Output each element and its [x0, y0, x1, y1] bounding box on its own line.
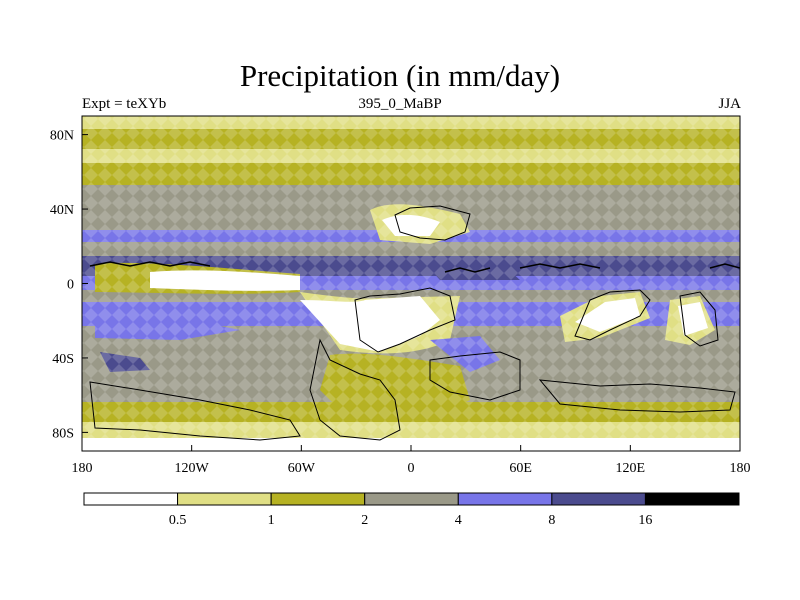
- time-label: 395_0_MaBP: [358, 96, 442, 112]
- colorbar-label: 4: [455, 513, 462, 528]
- colorbar-label: 2: [361, 513, 368, 528]
- x-tick-label: 180: [730, 461, 751, 476]
- x-tick-label: 120E: [616, 461, 646, 476]
- map-title: Precipitation (in mm/day): [239, 58, 561, 93]
- colorbar-bin: [457, 492, 553, 506]
- x-tick-label: 60E: [509, 461, 532, 476]
- colorbar-bin: [177, 492, 272, 506]
- x-tick-label: 120W: [175, 461, 210, 476]
- colorbar-bin: [83, 492, 179, 506]
- colorbar-bin: [644, 492, 740, 506]
- y-tick-label: 80N: [50, 129, 74, 144]
- colorbar-bin: [551, 492, 646, 506]
- colorbar-label: 1: [268, 513, 275, 528]
- y-tick-label: 0: [67, 278, 74, 293]
- y-tick-label: 40N: [50, 203, 74, 218]
- precipitation-field: [82, 116, 740, 451]
- x-tick-label: 180: [72, 461, 93, 476]
- x-tick-label: 0: [408, 461, 415, 476]
- y-tick-label: 80S: [52, 426, 74, 441]
- colorbar: 0.5 1 2 4 8 16: [83, 492, 740, 528]
- map-axis-ticks: 180 120W 60W 0 60E 120E 180 80N 40N 0 40S 80S: [50, 129, 751, 476]
- experiment-label: Expt = teXYb: [82, 96, 167, 112]
- colorbar-label: 8: [548, 513, 555, 528]
- colorbar-bin: [270, 492, 366, 506]
- colorbar-label: 16: [638, 513, 652, 528]
- season-label: JJA: [718, 96, 741, 112]
- colorbar-label: 0.5: [169, 513, 187, 528]
- x-tick-label: 60W: [288, 461, 316, 476]
- colorbar-bin: [364, 492, 459, 506]
- y-tick-label: 40S: [52, 352, 74, 367]
